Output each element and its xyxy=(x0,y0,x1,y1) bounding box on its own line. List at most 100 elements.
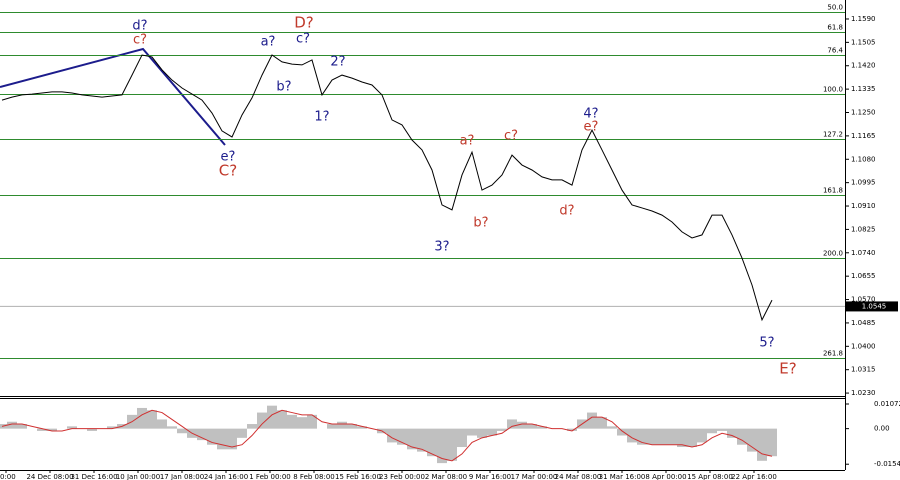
histogram-bar xyxy=(407,428,417,450)
y-tick-label: -0.01548 xyxy=(874,460,900,468)
histogram-bar xyxy=(297,417,307,429)
histogram-bar xyxy=(17,424,27,429)
fib-level-label: 61.8 xyxy=(827,24,843,32)
histogram-bar xyxy=(727,428,737,438)
histogram-bar xyxy=(477,428,487,438)
y-tick-label: 1.0315 xyxy=(851,366,876,374)
fib-level-label: 127.2 xyxy=(823,131,843,139)
histogram-bar xyxy=(227,428,237,450)
y-tick-label: 1.1080 xyxy=(851,155,876,163)
x-tick-label: 8 Apr 00:00 xyxy=(645,473,686,480)
histogram-bar xyxy=(747,428,757,452)
histogram-bar xyxy=(467,428,477,436)
x-tick-label: 24 Dec 08:00 xyxy=(26,473,73,480)
histogram-bar xyxy=(247,424,257,429)
histogram-bar xyxy=(37,428,47,431)
wave-label: 4? xyxy=(583,107,598,122)
x-tick-label: 24 Jan 16:00 xyxy=(204,473,248,480)
histogram-bar xyxy=(277,410,287,429)
histogram-bar xyxy=(137,407,147,429)
histogram-bar xyxy=(637,428,647,445)
wave-label: 3? xyxy=(434,240,449,255)
histogram-bar xyxy=(157,419,167,429)
histogram-bar xyxy=(357,426,367,429)
histogram-bar xyxy=(337,421,347,429)
current-price-box xyxy=(846,301,898,312)
x-tick-label: 8 Feb 08:00 xyxy=(293,473,334,480)
wave-label: a? xyxy=(261,35,276,50)
wave-label: e? xyxy=(221,150,236,165)
wave-label: 5? xyxy=(759,336,774,351)
wave-label: C? xyxy=(219,162,237,180)
histogram-bar xyxy=(767,428,777,457)
fib-level-label: 76.4 xyxy=(827,47,843,55)
histogram-bar xyxy=(87,428,97,431)
y-tick-label: 1.1590 xyxy=(851,15,876,23)
histogram-bar xyxy=(757,428,767,461)
fib-level-label: 100.0 xyxy=(823,86,843,94)
histogram-bar xyxy=(697,428,707,443)
x-tick-label: 31 Mar 16:00 xyxy=(599,473,646,480)
histogram-bar xyxy=(397,428,407,445)
histogram-bar xyxy=(237,428,247,438)
wave-label: E? xyxy=(779,360,796,378)
wave-label: a? xyxy=(460,134,475,149)
x-tick-label: 24 Mar 08:00 xyxy=(555,473,602,480)
x-tick-label: 15 Feb 16:00 xyxy=(335,473,381,480)
histogram-bar xyxy=(497,428,507,431)
histogram-bar xyxy=(437,428,447,464)
histogram-bar xyxy=(627,428,637,443)
y-tick-label: 0.00 xyxy=(874,425,890,433)
y-tick-label: 1.1165 xyxy=(851,132,876,140)
y-tick-label: 1.0995 xyxy=(851,179,876,187)
histogram-bar xyxy=(7,421,17,429)
y-tick-label: 1.0230 xyxy=(851,389,876,397)
histogram-bar xyxy=(587,412,597,429)
histogram-bar xyxy=(207,428,217,445)
y-tick-label: 1.0485 xyxy=(851,319,876,327)
x-tick-label: 17 Mar 00:00 xyxy=(511,473,558,480)
histogram-bar xyxy=(607,426,617,429)
histogram-bar xyxy=(707,428,717,434)
fib-level-label: 161.8 xyxy=(823,187,843,195)
histogram-bar xyxy=(527,424,537,429)
fib-level-label: 261.8 xyxy=(823,350,843,358)
histogram-bar xyxy=(257,412,267,429)
wave-label: 1? xyxy=(314,110,329,125)
histogram-bar xyxy=(177,428,187,434)
y-tick-label: 1.0740 xyxy=(851,249,876,257)
histogram-bar xyxy=(677,428,687,448)
y-tick-label: 1.0400 xyxy=(851,342,876,350)
wave-label: c? xyxy=(504,129,518,144)
trend-line xyxy=(0,47,226,146)
price-line xyxy=(1,54,773,322)
histogram-bar xyxy=(387,428,397,443)
histogram-bar xyxy=(427,428,437,457)
x-tick-label: 22 Apr 16:00 xyxy=(731,473,777,480)
histogram-bar xyxy=(537,426,547,429)
y-tick-label: 1.0910 xyxy=(851,202,876,210)
histogram-bar xyxy=(487,428,497,436)
x-tick-label: 15 Apr 08:00 xyxy=(687,473,733,480)
histogram-bar xyxy=(447,428,457,461)
histogram-bar xyxy=(267,405,277,429)
wave-label: b? xyxy=(473,216,488,231)
histogram-bar xyxy=(197,428,207,441)
histogram-bar xyxy=(147,410,157,429)
y-tick-label: 1.1420 xyxy=(851,62,876,70)
wave-label: e? xyxy=(584,120,599,135)
histogram-bar xyxy=(687,428,697,448)
histogram-bar xyxy=(517,421,527,429)
histogram-bar xyxy=(167,426,177,429)
histogram-bar xyxy=(717,428,727,431)
histogram-bar xyxy=(47,428,57,431)
histogram-bar xyxy=(67,426,77,429)
fib-level-label: 50.0 xyxy=(827,4,843,12)
x-tick-label: 31 Dec 16:00 xyxy=(70,473,117,480)
x-tick-label: 0:00 xyxy=(0,473,16,480)
x-tick-label: 17 Jan 08:00 xyxy=(160,473,204,480)
histogram-bar xyxy=(597,417,607,429)
y-tick-label: 0.01072 xyxy=(874,400,900,408)
